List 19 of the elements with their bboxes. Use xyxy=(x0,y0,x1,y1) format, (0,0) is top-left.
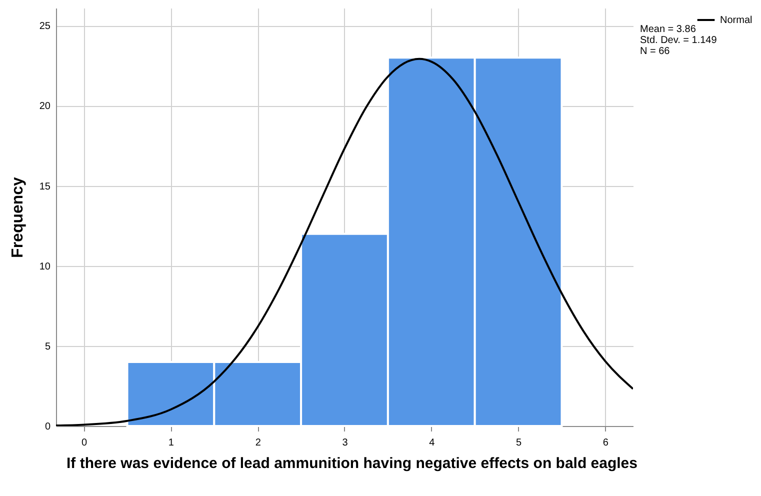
x-tick-label: 4 xyxy=(429,438,436,448)
x-tick-label: 0 xyxy=(82,438,88,448)
text: N = 66 xyxy=(640,46,671,57)
x-tick-label: 3 xyxy=(342,438,348,448)
text: Std. Dev. = 1.149 xyxy=(640,35,717,46)
x-tick-label: 2 xyxy=(255,438,262,448)
y-tick-label: 20 xyxy=(39,101,51,112)
x-tick-label: 6 xyxy=(602,438,609,448)
y-tick-label: 15 xyxy=(39,181,51,192)
y-tick-label: 0 xyxy=(44,422,51,432)
text: Mean = 3.86 xyxy=(640,24,697,35)
y-tick-label: 5 xyxy=(44,341,51,352)
x-axis-title: If there was evidence of lead ammunition having negative effects on bald eagles xyxy=(66,455,638,472)
legend-label: Normal xyxy=(720,15,752,26)
y-tick-label: 25 xyxy=(39,21,51,32)
x-tick-label: 5 xyxy=(516,438,522,448)
y-axis-title: Frequency xyxy=(9,176,26,258)
y-tick-label: 10 xyxy=(39,261,51,272)
x-tick-label: 1 xyxy=(168,438,174,448)
